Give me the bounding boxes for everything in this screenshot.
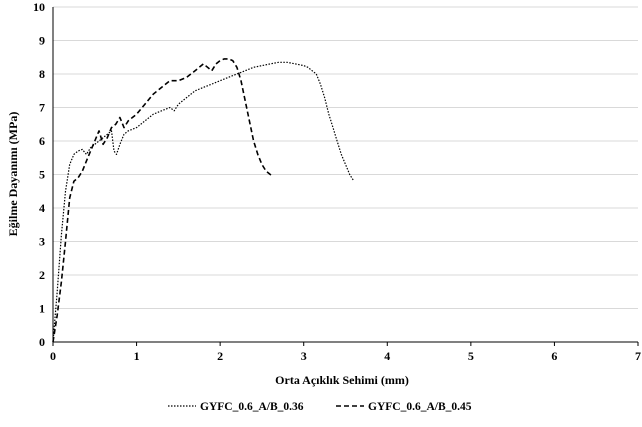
y-tick-label-4: 4 xyxy=(39,201,45,215)
series-line-2 xyxy=(52,58,274,343)
y-axis-label: Eğilme Dayanımı (MPa) xyxy=(6,112,20,237)
y-tick-label-10: 10 xyxy=(33,0,45,14)
x-tick-label-2: 2 xyxy=(217,349,223,363)
y-tick-label-6: 6 xyxy=(39,134,45,148)
legend: GYFC_0.6_A/B_0.36 GYFC_0.6_A/B_0.45 xyxy=(168,401,472,413)
y-tick-label-1: 1 xyxy=(39,302,45,316)
series-line-1 xyxy=(52,61,355,343)
legend-label-series-1: GYFC_0.6_A/B_0.36 xyxy=(200,401,304,413)
x-tick-label-6: 6 xyxy=(551,349,557,363)
x-tick-label-0: 0 xyxy=(50,349,56,363)
x-axis-label: Orta Açıklık Sehimi (mm) xyxy=(275,373,409,387)
x-tick-label-3: 3 xyxy=(301,349,307,363)
legend-label-series-2: GYFC_0.6_A/B_0.45 xyxy=(368,401,472,413)
axes xyxy=(52,7,639,346)
y-tick-label-9: 9 xyxy=(39,34,45,48)
x-tick-labels: 0 1 2 3 4 5 6 7 xyxy=(50,349,641,363)
y-tick-label-0: 0 xyxy=(39,335,45,349)
x-tick-label-7: 7 xyxy=(635,349,641,363)
y-tick-label-2: 2 xyxy=(39,268,45,282)
x-tick-label-5: 5 xyxy=(468,349,474,363)
y-tick-label-7: 7 xyxy=(39,101,45,115)
series-lines xyxy=(52,58,355,343)
x-tick-label-4: 4 xyxy=(384,349,390,363)
gridlines xyxy=(53,6,638,309)
x-tick-label-1: 1 xyxy=(134,349,140,363)
y-tick-labels: 0 1 2 3 4 5 6 7 8 9 10 xyxy=(33,0,45,349)
y-tick-label-3: 3 xyxy=(39,235,45,249)
y-tick-label-8: 8 xyxy=(39,67,45,81)
y-tick-label-5: 5 xyxy=(39,168,45,182)
